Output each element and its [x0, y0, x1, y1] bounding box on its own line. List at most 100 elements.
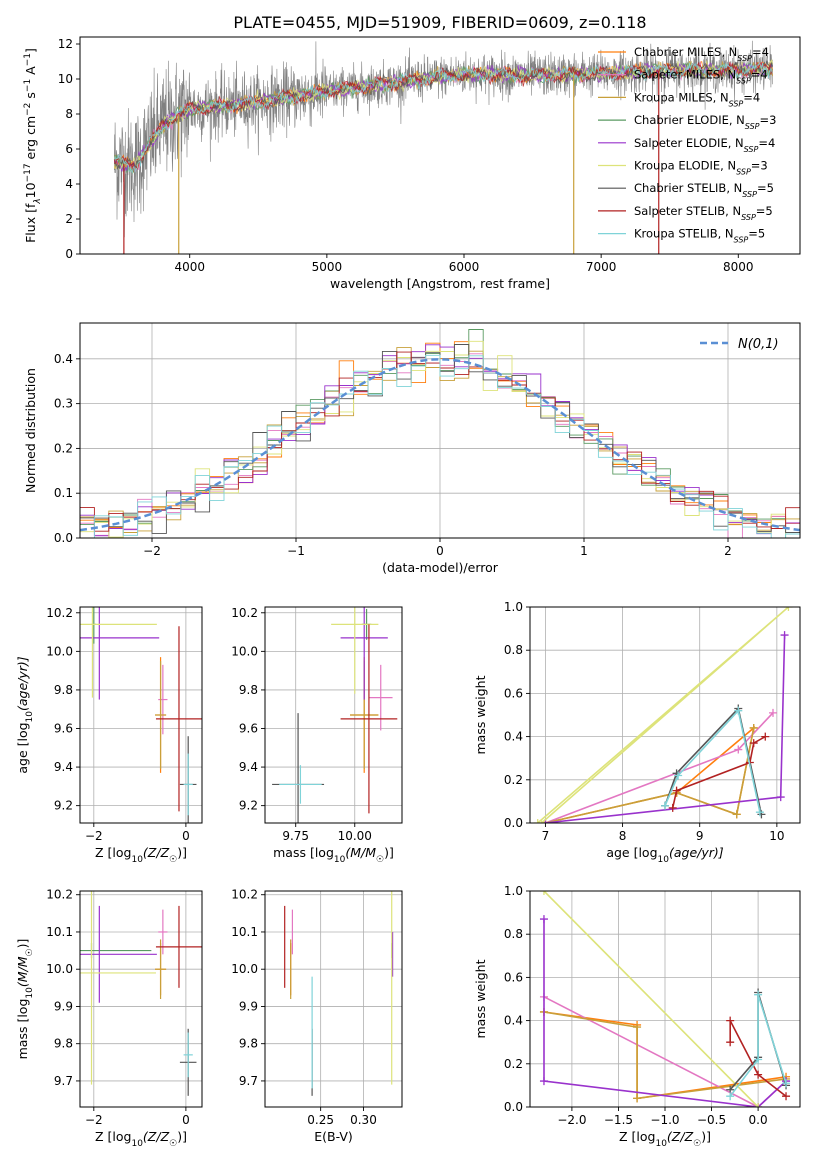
y-tick-label: 0.2 [504, 1057, 523, 1071]
weight-point-marker [726, 1016, 735, 1025]
errorbar-point [183, 753, 193, 816]
spectrum-panel: 4000 5000 6000 7000 8000 0 2 4 6 8 10 12 wavelength … [23, 36, 801, 291]
legend-entry: Chabrier MILES, NSSP=4 [634, 45, 769, 63]
x-tick-label: −1.0 [650, 1113, 679, 1127]
y-tick-label: 9.4 [239, 760, 258, 774]
legend-entry: Kroupa ELODIE, NSSP=3 [634, 159, 768, 177]
y-tick-label: 9.6 [54, 722, 73, 736]
y-tick-label: 4 [65, 177, 73, 191]
y-tick-label: 10.0 [231, 644, 258, 658]
x-axis-label: wavelength [Angstrom, rest frame] [330, 276, 550, 291]
x-tick-label: 9 [696, 829, 704, 843]
x-tick-label: −2 [85, 829, 103, 843]
y-tick-label: 10.2 [231, 888, 258, 902]
y-tick-label: 9.2 [54, 799, 73, 813]
x-tick-label: −1 [287, 544, 305, 558]
weight-vs-metallicity-panel: −2.0 −1.5 −1.0 −0.5 0.0 0.0 0.2 0.4 0.6 0.8 1.0 Z [… [473, 884, 801, 1149]
legend-entry: Kroupa STELIB, NSSP=5 [634, 227, 765, 245]
legend-entry: Chabrier STELIB, NSSP=5 [634, 181, 774, 199]
weight-point-marker [539, 1077, 548, 1086]
y-tick-label: 9.4 [54, 760, 73, 774]
axes-frame [79, 606, 203, 824]
legend-entry: Kroupa MILES, NSSP=4 [634, 90, 760, 108]
x-tick-label: 2 [724, 544, 732, 558]
y-tick-label: 1.0 [504, 884, 523, 898]
x-tick-label: −2 [85, 1113, 103, 1127]
weight-point-marker [782, 1092, 791, 1101]
y-tick-label: 10.2 [46, 606, 73, 620]
y-tick-label: 0.0 [504, 1100, 523, 1114]
weight-point-marker [539, 891, 548, 895]
x-tick-label: 5000 [312, 260, 343, 274]
y-tick-label: 9.9 [239, 999, 258, 1013]
weight-series-line [543, 891, 759, 1107]
weight-point-marker [734, 745, 743, 754]
y-tick-label: 0.4 [504, 730, 523, 744]
y-tick-label: 9.6 [239, 722, 258, 736]
y-tick-label: 0.8 [504, 927, 523, 941]
weight-series-line [543, 919, 787, 1107]
errorbar-point [80, 607, 157, 698]
weight-point-marker [754, 990, 763, 999]
y-tick-label: 10.0 [46, 962, 73, 976]
y-tick-label: 9.7 [239, 1074, 258, 1088]
x-tick-label: 7 [542, 829, 550, 843]
x-tick-label: 1 [580, 544, 588, 558]
weight-point-marker [734, 706, 743, 715]
age-vs-metallicity-panel: −2 0 9.2 9.4 9.6 9.8 10.0 10.2 Z [log10(Z/Z☉)] ag… [15, 606, 203, 865]
errorbar-point [80, 905, 157, 1003]
y-tick-label: 9.8 [239, 1037, 258, 1051]
weight-point-marker [668, 803, 677, 812]
x-axis-label: Z [log10(Z/Z☉)] [95, 845, 187, 865]
weight-point-marker [749, 739, 758, 748]
y-tick-label: 10.1 [46, 925, 73, 939]
x-tick-label: 4000 [174, 260, 205, 274]
weight-point-marker [672, 786, 681, 795]
residual-histogram [80, 340, 800, 538]
x-tick-label: −2.0 [557, 1113, 586, 1127]
weight-point-marker [780, 631, 789, 640]
weight-series-line [664, 709, 761, 813]
y-tick-label: 9.8 [54, 683, 73, 697]
x-axis-label: E(B-V) [314, 1129, 353, 1144]
plot-area [113, 40, 773, 254]
plot-area [539, 891, 791, 1107]
y-axis-label: mass weight [473, 959, 488, 1038]
y-tick-label: 6 [65, 142, 73, 156]
model-spectrum-line [113, 62, 773, 175]
weight-point-marker [754, 1103, 763, 1107]
y-tick-label: 0.4 [54, 352, 73, 366]
weight-point-marker [732, 810, 741, 819]
residuals-legend: N(0,1) [700, 337, 779, 352]
x-tick-label: −1.5 [604, 1113, 633, 1127]
x-tick-label: 0 [436, 544, 444, 558]
plot-area [80, 891, 202, 1096]
weight-point-marker [661, 801, 669, 810]
plot-area [533, 607, 793, 823]
y-tick-label: 0.3 [54, 397, 73, 411]
residual-histogram [80, 354, 800, 538]
weight-point-marker [533, 819, 542, 823]
weight-series-line [543, 1011, 787, 1100]
y-tick-label: 8 [65, 107, 73, 121]
weight-point-marker [633, 1023, 642, 1032]
axes-frame [529, 606, 801, 824]
y-tick-label: 0.0 [54, 531, 73, 545]
errorbar-point [279, 765, 322, 804]
axes-frame [79, 890, 203, 1108]
x-tick-label: 6000 [449, 260, 480, 274]
normal-distribution-curve [80, 358, 800, 532]
errorbar-point [183, 1032, 193, 1078]
plot-area [272, 607, 398, 823]
weight-series-line [545, 727, 755, 823]
weight-point-marker [784, 607, 793, 611]
weight-point-marker [749, 723, 758, 732]
errorbar-point [155, 661, 167, 769]
y-tick-label: 0.2 [504, 773, 523, 787]
errorbar-point [80, 891, 156, 1085]
y-tick-label: 0.4 [504, 1014, 523, 1028]
weight-series-line [729, 1020, 787, 1097]
x-tick-label: −2 [143, 544, 161, 558]
y-tick-label: 9.8 [239, 683, 258, 697]
